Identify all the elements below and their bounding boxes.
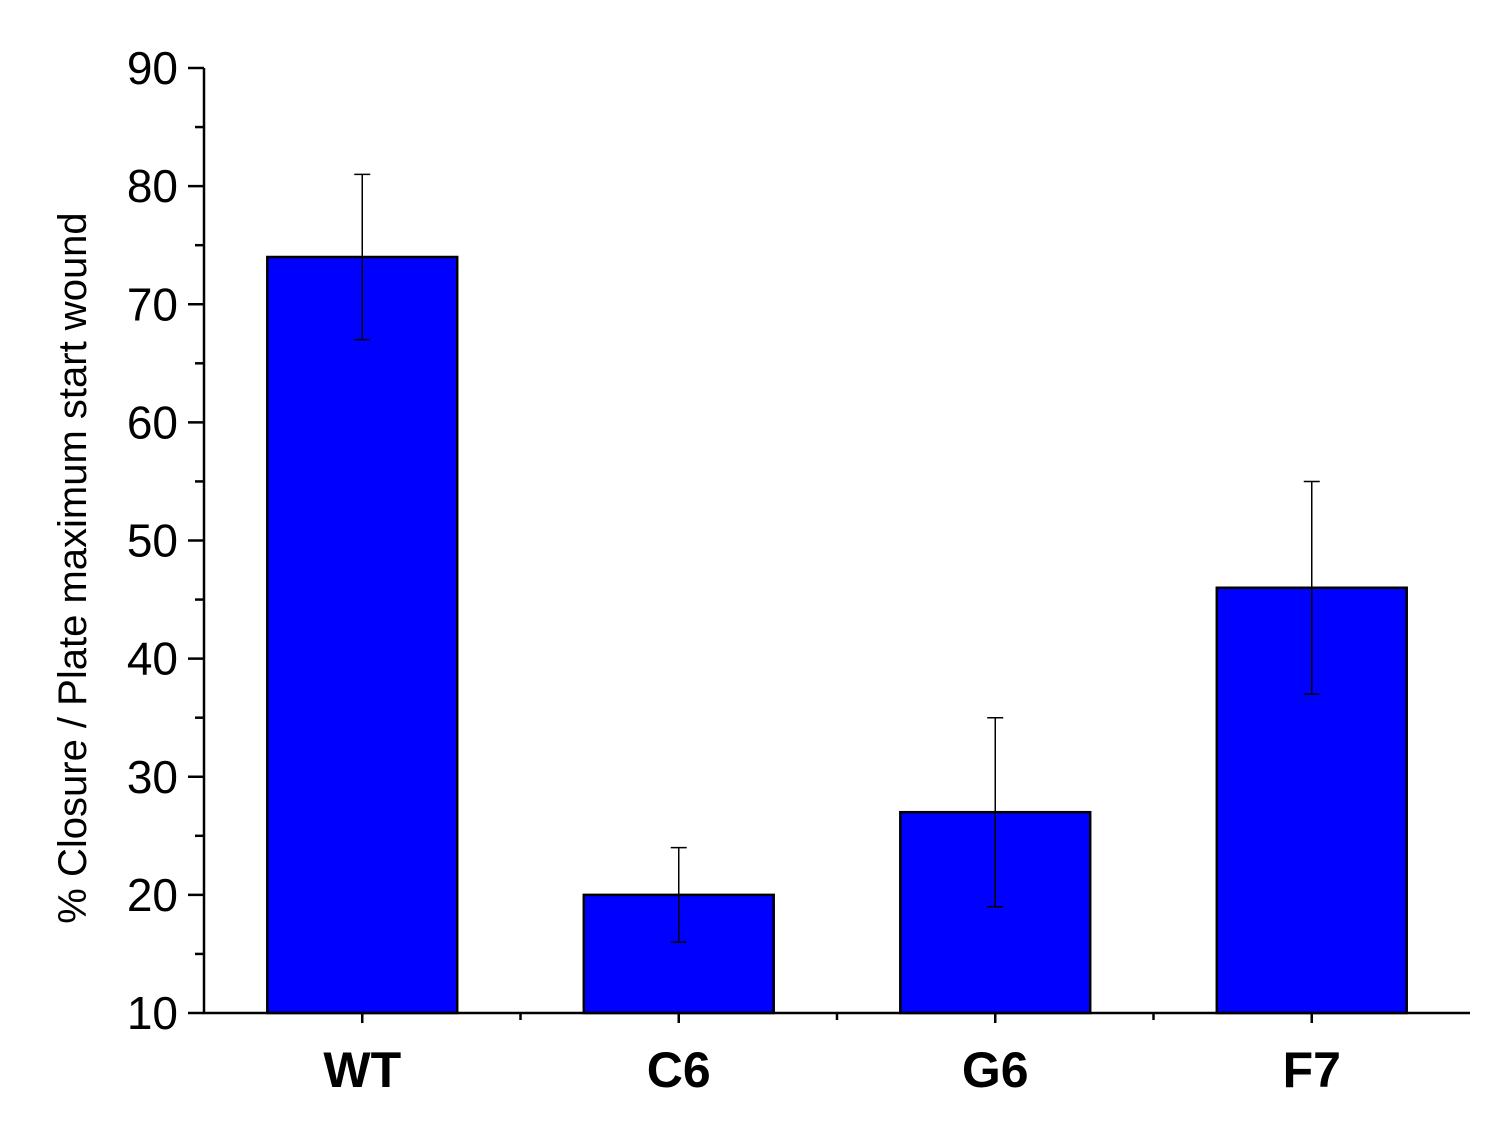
error-bar-f7: [1303, 480, 1320, 695]
y-tick-label-30: 30: [127, 751, 178, 803]
y-tick-label-60: 60: [127, 396, 178, 448]
bars-layer: [266, 255, 1408, 1015]
bar-wt: [266, 255, 459, 1015]
error-bar-g6: [987, 716, 1004, 908]
x-tick-label-wt: WT: [323, 1042, 401, 1098]
y-tick-label-40: 40: [127, 633, 178, 685]
x-tick-label-f7: F7: [1283, 1042, 1341, 1098]
labels-layer: WT C6 G6 F7 10 20 30 40 50 60 70 80 90: [127, 42, 1341, 1098]
error-bars-layer: [354, 173, 1320, 943]
y-tick-label-90: 90: [127, 42, 178, 94]
y-tick-label-80: 80: [127, 160, 178, 212]
y-tick-label-70: 70: [127, 278, 178, 330]
y-axis-title: % Closure / Plate maximum start wound: [51, 212, 95, 923]
error-bar-c6: [670, 846, 687, 943]
x-tick-label-g6: G6: [962, 1042, 1029, 1098]
axes-layer: [188, 66, 1470, 1023]
error-bar-wt: [354, 173, 371, 341]
y-tick-label-50: 50: [127, 515, 178, 567]
x-tick-label-c6: C6: [647, 1042, 711, 1098]
y-tick-label-20: 20: [127, 869, 178, 921]
y-tick-label-10: 10: [127, 987, 178, 1039]
